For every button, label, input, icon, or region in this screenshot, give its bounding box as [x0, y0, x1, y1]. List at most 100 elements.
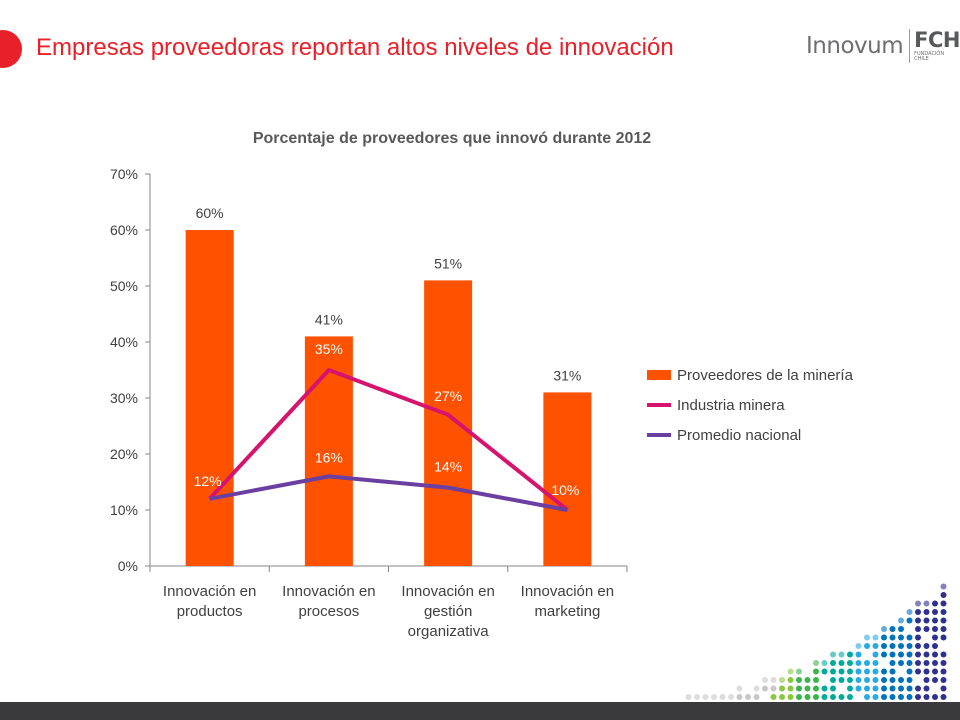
legend-label: Industria minera — [677, 397, 785, 414]
x-category-label: Innovación en — [163, 583, 256, 600]
decorative-dot — [872, 694, 879, 700]
decorative-dot — [881, 694, 887, 700]
decorative-dot — [915, 634, 921, 641]
decorative-dot — [872, 651, 879, 658]
x-category-label: Innovación en — [521, 583, 614, 600]
y-tick-label: 0% — [118, 558, 138, 574]
bar-data-label: 51% — [434, 255, 462, 271]
decorative-dot — [864, 694, 870, 700]
decorative-dot — [940, 694, 947, 700]
logo-fch-subtitle: FUNDACIÓN CHILE — [914, 51, 945, 62]
decorative-dot — [830, 651, 836, 658]
decorative-dot — [915, 617, 921, 624]
decorative-dot — [830, 685, 836, 692]
decorative-dot — [813, 668, 819, 675]
decorative-dot — [838, 668, 845, 675]
decorative-dot — [898, 660, 904, 666]
decorative-dot — [932, 660, 938, 666]
decorative-dot — [864, 643, 870, 649]
decorative-dot — [736, 685, 743, 692]
decorative-dot — [855, 685, 862, 692]
decorative-dot — [932, 626, 938, 632]
decorative-dot — [821, 685, 828, 692]
decorative-dot — [898, 634, 904, 641]
decorative-dot — [923, 643, 930, 649]
decorative-dot — [915, 609, 921, 615]
x-category-label: organizativa — [408, 623, 490, 640]
line-data-label: 35% — [315, 341, 343, 357]
decorative-dot — [898, 651, 904, 658]
decorative-dot — [872, 643, 879, 649]
decorative-dot — [855, 651, 862, 658]
x-category-label: marketing — [534, 603, 600, 620]
decorative-dot — [923, 617, 930, 624]
decorative-dot — [855, 643, 862, 649]
decorative-dot — [864, 685, 870, 692]
decorative-dot — [830, 694, 836, 700]
decorative-dot — [719, 694, 726, 700]
decorative-dot — [753, 685, 760, 692]
decorative-dot — [872, 668, 879, 675]
decorative-dot — [872, 660, 879, 666]
decorative-dot — [889, 626, 896, 632]
decorative-dot — [821, 694, 828, 700]
decorative-dot — [932, 651, 938, 658]
decorative-dot — [847, 694, 853, 700]
decorative-dot — [940, 609, 947, 615]
decorative-dot — [838, 677, 845, 683]
decorative-dot — [770, 677, 777, 683]
bar — [185, 230, 234, 566]
bar — [424, 280, 473, 566]
decorative-dot — [830, 660, 836, 666]
decorative-dot — [847, 651, 853, 658]
decorative-dot — [940, 617, 947, 624]
decorative-dot — [940, 583, 947, 590]
decorative-dot — [694, 694, 700, 700]
decorative-dot — [847, 685, 853, 692]
decorative-dot — [787, 677, 794, 683]
decorative-dot — [932, 677, 938, 683]
bar-data-label: 41% — [315, 311, 343, 327]
x-category-label: productos — [177, 603, 243, 620]
decorative-dot — [923, 694, 930, 700]
decorative-dot — [685, 694, 692, 700]
series-line — [208, 368, 569, 512]
decorative-dot — [728, 694, 734, 700]
legend-label: Proveedores de la minería — [677, 367, 854, 384]
decorative-dot — [864, 677, 870, 683]
decorative-dot — [898, 685, 904, 692]
decorative-dot — [923, 685, 930, 692]
decorative-dot — [940, 626, 947, 632]
decorative-dot — [906, 634, 913, 641]
decorative-dot — [932, 600, 938, 607]
x-category-label: Innovación en — [401, 583, 494, 600]
decorative-dot — [847, 677, 853, 683]
decorative-dot — [932, 694, 938, 700]
x-category-label: Innovación en — [282, 583, 375, 600]
decorative-dot — [872, 685, 879, 692]
decorative-dot — [838, 694, 845, 700]
decorative-dot — [940, 677, 947, 683]
decorative-dot — [906, 668, 913, 675]
innovation-chart: Porcentaje de proveedores que innovó dur… — [110, 130, 854, 640]
decorative-dot — [813, 677, 819, 683]
decorative-dot — [889, 634, 896, 641]
decorative-dot — [923, 609, 930, 615]
slide-title: Empresas proveedoras reportan altos nive… — [36, 34, 674, 61]
decorative-dot — [881, 626, 887, 632]
decorative-dot — [770, 685, 777, 692]
decorative-dot — [796, 677, 802, 683]
series-line — [209, 474, 568, 512]
decorative-dot — [813, 660, 819, 666]
decorative-dot — [906, 609, 913, 615]
decorative-dot — [940, 668, 947, 675]
line-data-label: 14% — [434, 459, 462, 475]
decorative-dot — [906, 694, 913, 700]
decorative-dot — [906, 651, 913, 658]
bar — [543, 392, 592, 566]
decorative-dot — [813, 685, 819, 692]
decorative-dot — [855, 677, 862, 683]
decorative-dot — [881, 651, 887, 658]
bar-data-label: 60% — [196, 205, 224, 221]
decorative-dot — [779, 694, 785, 700]
